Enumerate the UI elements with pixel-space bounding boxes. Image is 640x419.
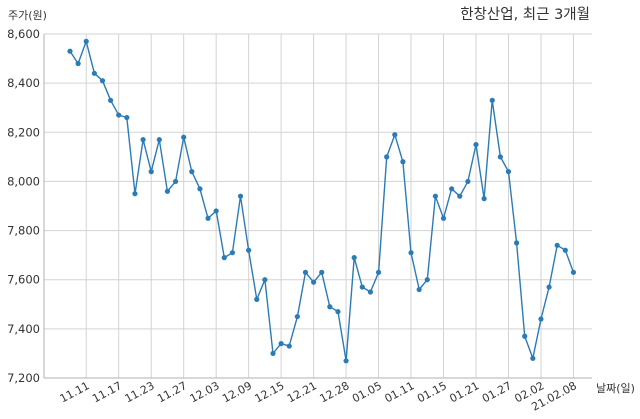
data-point xyxy=(351,255,357,261)
data-point xyxy=(538,316,544,322)
y-tick-label: 7,800 xyxy=(7,224,40,238)
x-tick-label: 01.27 xyxy=(480,379,514,405)
data-point xyxy=(156,137,162,143)
data-point xyxy=(294,313,300,320)
data-point xyxy=(514,240,520,246)
data-point xyxy=(489,97,495,103)
chart-title: 한창산업, 최근 3개월 xyxy=(460,6,590,23)
data-point xyxy=(148,169,154,175)
data-point xyxy=(424,277,430,283)
x-tick-label: 11.27 xyxy=(155,379,189,405)
data-point xyxy=(302,269,309,275)
data-point xyxy=(99,78,106,84)
data-point xyxy=(522,333,528,339)
data-point xyxy=(116,112,122,118)
data-point xyxy=(359,284,365,290)
data-point xyxy=(164,188,171,194)
data-point xyxy=(562,247,568,253)
data-point xyxy=(254,296,260,302)
y-tick-label: 7,600 xyxy=(7,273,40,287)
data-point xyxy=(132,191,138,197)
data-point xyxy=(83,38,89,44)
data-point xyxy=(319,269,325,275)
data-point xyxy=(75,60,81,67)
data-point xyxy=(229,250,235,256)
axes: 7,200 7,400 7,600 7,800 8,000 8,200 8,400 8,600… xyxy=(7,27,592,414)
data-point xyxy=(384,154,390,160)
data-point xyxy=(108,97,114,103)
data-point xyxy=(278,341,284,347)
y-tick-label: 7,400 xyxy=(7,322,40,336)
data-point xyxy=(205,215,211,221)
data-point xyxy=(449,186,455,192)
data-point xyxy=(67,48,73,54)
data-point xyxy=(497,154,503,160)
grid xyxy=(44,33,592,379)
data-point xyxy=(473,141,479,148)
data-point xyxy=(221,255,227,261)
price-series xyxy=(67,38,577,364)
x-axis-label: 날짜(일) xyxy=(596,381,635,395)
data-point xyxy=(237,193,244,199)
labels: 한창산업, 최근 3개월 주가(원) 날짜(일) xyxy=(8,6,635,395)
data-point xyxy=(375,269,382,275)
x-tick-label: 01.05 xyxy=(350,379,384,405)
x-tick-label: 12.15 xyxy=(253,379,287,405)
data-point xyxy=(408,250,414,256)
data-point xyxy=(554,242,560,248)
data-point xyxy=(335,309,341,315)
data-point xyxy=(189,169,195,175)
x-tick-label: 12.03 xyxy=(188,379,222,405)
data-point xyxy=(286,343,292,349)
data-point xyxy=(481,196,487,202)
series-line xyxy=(69,40,575,362)
data-point xyxy=(546,284,552,290)
data-point xyxy=(181,134,187,140)
y-tick-label: 8,600 xyxy=(7,27,40,41)
x-tick-label: 01.15 xyxy=(415,379,449,405)
data-point xyxy=(440,215,447,221)
data-point xyxy=(530,355,536,361)
data-point xyxy=(457,193,463,199)
data-point xyxy=(343,358,349,364)
data-point xyxy=(140,137,146,143)
y-tick-label: 8,000 xyxy=(7,174,40,188)
data-point xyxy=(570,269,577,275)
x-tick-label: 01.21 xyxy=(447,379,481,405)
x-tick-label: 11.17 xyxy=(90,379,124,405)
data-point xyxy=(505,169,512,175)
data-point xyxy=(91,70,97,76)
data-point xyxy=(124,114,130,121)
data-point xyxy=(392,132,398,138)
data-point xyxy=(172,178,179,185)
data-point xyxy=(465,178,471,185)
data-point xyxy=(327,304,333,310)
y-tick-label: 8,400 xyxy=(7,76,40,90)
x-tick-label: 12.28 xyxy=(318,379,352,405)
x-tick-label: 12.09 xyxy=(220,379,254,405)
x-tick-label: 11.11 xyxy=(58,379,92,405)
x-tick-label: 01.11 xyxy=(383,379,417,405)
data-point xyxy=(213,208,219,214)
data-point xyxy=(197,186,203,192)
data-point xyxy=(311,279,317,285)
x-tick-label: 12.21 xyxy=(285,379,319,405)
data-point xyxy=(416,286,422,293)
data-point xyxy=(262,277,268,283)
x-tick-label: 11.23 xyxy=(123,379,157,405)
y-tick-label: 8,200 xyxy=(7,125,40,139)
data-point xyxy=(270,350,276,357)
data-point xyxy=(400,159,406,165)
y-axis-label: 주가(원) xyxy=(8,9,47,22)
y-tick-label: 7,200 xyxy=(7,371,40,385)
data-point xyxy=(432,193,438,199)
data-point xyxy=(367,289,374,295)
data-point xyxy=(246,247,252,253)
